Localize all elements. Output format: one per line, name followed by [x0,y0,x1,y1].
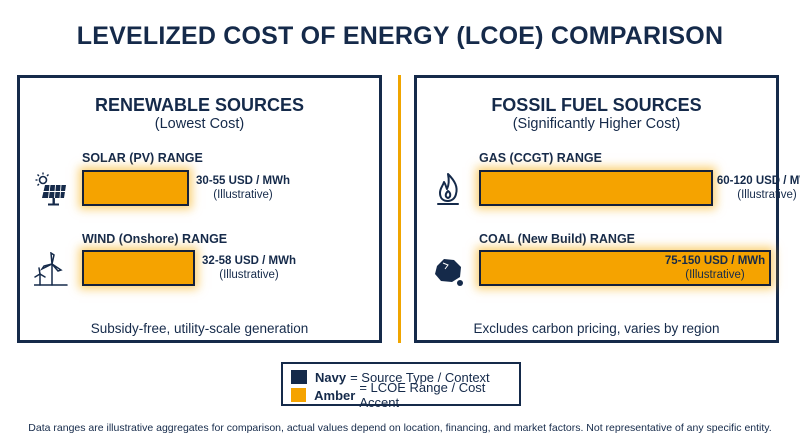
gas-flame-icon [437,173,459,205]
gas-range-label: GAS (CCGT) RANGE [479,151,602,165]
gas-range-value-text: 60-120 USD / MWh [716,175,800,187]
legend-key-navy: Navy [315,369,347,385]
wind-turbine-icon [34,252,68,286]
legend-item-navy: Navy = Source Type / Context [291,369,490,385]
footnote: Data ranges are illustrative aggregates … [28,422,772,434]
fossil-panel: FOSSIL FUEL SOURCES (Significantly Highe… [414,75,800,343]
solar-range-label: SOLAR (PV) RANGE [82,151,203,165]
legend-swatch-amber [291,388,307,402]
renewable-panel: RENEWABLE SOURCES (Lowest Cost) SOLAR (P… [17,75,382,343]
wind-range-note: (Illustrative) [219,269,279,281]
renewable-panel-title: RENEWABLE SOURCES [94,95,305,115]
wind-range-label: WIND (Onshore) RANGE [82,232,228,246]
coal-range-bar [479,250,771,286]
coal-lump-icon [435,259,463,286]
gas-range-note: (Illustrative) [737,189,797,201]
solar-range-value: 30-55 USD / MWh (Illustrative) [191,174,295,202]
coal-range-value: 75-150 USD / MWh (Illustrative) [663,254,767,282]
fossil-panel-subtitle: (Significantly Higher Cost) [512,116,681,132]
legend-swatch-navy [291,370,307,384]
page-title: LEVELIZED COST OF ENERGY (LCOE) COMPARIS… [76,22,724,50]
solar-range-bar [82,170,189,206]
coal-range-note: (Illustrative) [685,269,745,281]
legend-text-amber: = LCOE Range / Cost Accent [359,380,486,410]
legend-key-amber: Amber [314,387,356,403]
panel-divider [398,75,401,343]
coal-range-label: COAL (New Build) RANGE [479,232,636,246]
legend: Navy = Source Type / Context Amber = LCO… [281,362,521,410]
gas-range-bar [479,170,713,206]
wind-range-bar [82,250,195,286]
wind-range-value-text: 32-58 USD / MWh [202,255,296,267]
gas-range-value: 60-120 USD / MWh (Illustrative) [715,174,800,202]
renewable-panel-footer: Subsidy-free, utility-scale generation [90,321,309,336]
fossil-panel-title: FOSSIL FUEL SOURCES [491,95,702,115]
wind-range-value: 32-58 USD / MWh (Illustrative) [197,254,301,282]
solar-range-note: (Illustrative) [213,189,273,201]
solar-panel-icon [35,172,66,206]
coal-range-value-text: 75-150 USD / MWh [664,255,766,267]
fossil-panel-footer: Excludes carbon pricing, varies by regio… [473,321,720,336]
legend-item-amber: Amber = LCOE Range / Cost Accent [291,380,519,410]
legend-text-navy: = Source Type / Context [350,369,490,385]
renewable-panel-subtitle: (Lowest Cost) [154,116,245,132]
solar-range-value-text: 30-55 USD / MWh [196,175,290,187]
